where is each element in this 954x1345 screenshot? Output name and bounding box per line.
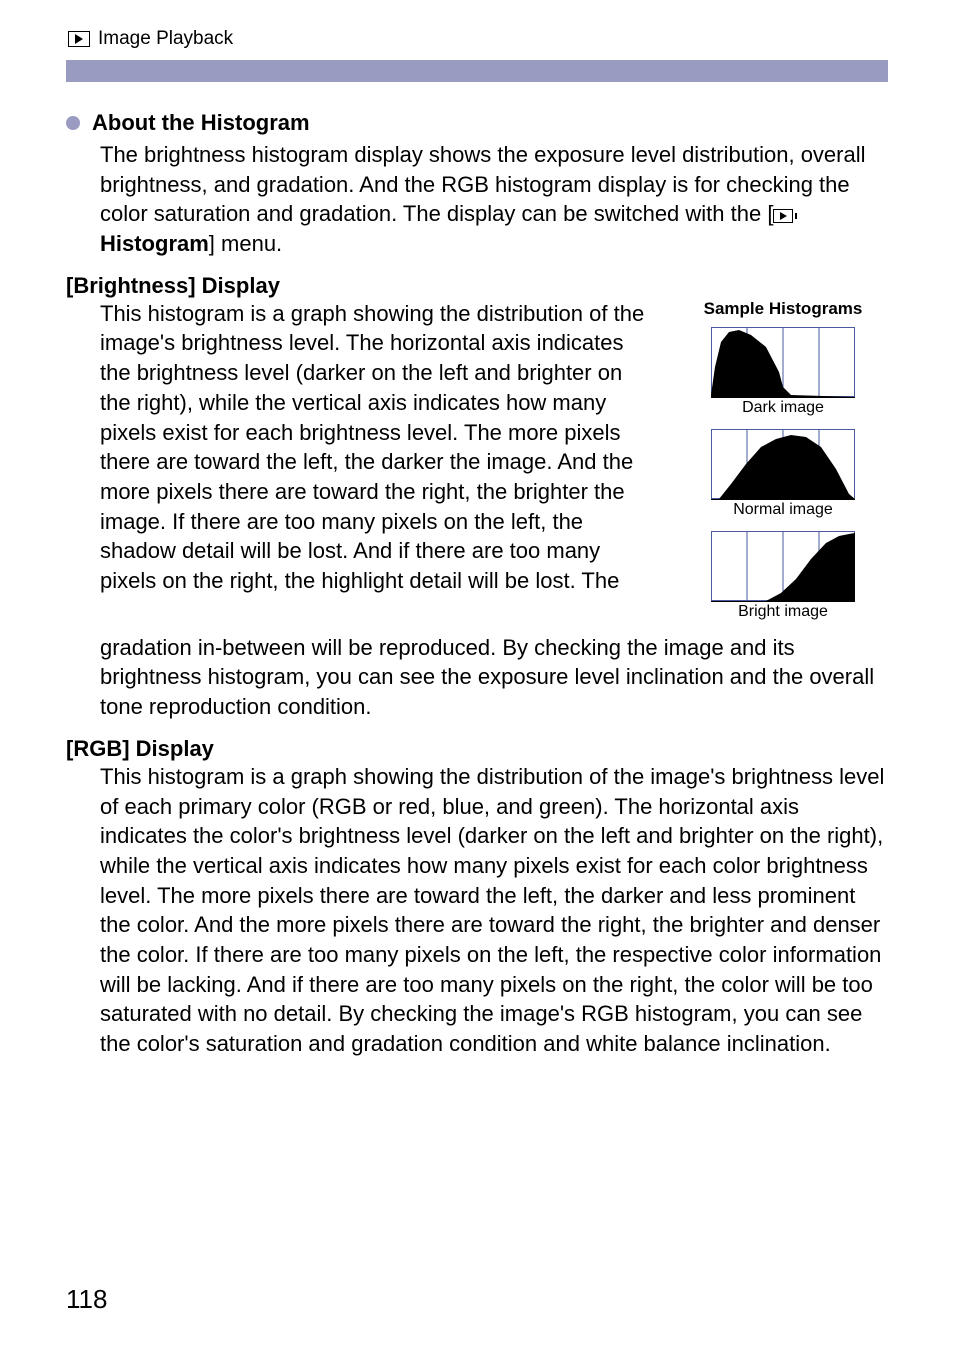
histogram-bright-caption: Bright image [711,601,855,621]
about-p1: The brightness histogram display shows t… [100,142,866,226]
histogram-dark-caption: Dark image [711,397,855,417]
bullet-icon [66,116,80,130]
about-p2: ] menu. [209,231,282,256]
brightness-para2: gradation in-between will be reproduced.… [100,633,888,722]
about-histogram-text: The brightness histogram display shows t… [100,140,888,259]
histogram-bright: Bright image [678,531,888,621]
playback-icon [68,31,90,47]
histogram-normal: Normal image [678,429,888,519]
brightness-heading: [Brightness] Display [66,273,888,299]
brightness-para1: This histogram is a graph showing the di… [100,299,654,596]
section-heading-row: About the Histogram [66,110,888,136]
playback-menu-icon [773,209,797,223]
rgb-heading: [RGB] Display [66,736,888,762]
rgb-para: This histogram is a graph showing the di… [100,762,888,1059]
menu-label: Histogram [100,231,209,256]
histogram-dark: Dark image [678,327,888,417]
histogram-bright-svg [711,531,855,601]
histogram-normal-caption: Normal image [711,499,855,519]
header-divider [66,60,888,82]
breadcrumb-text: Image Playback [98,28,233,50]
breadcrumb: Image Playback [0,0,954,50]
histogram-dark-svg [711,327,855,397]
samples-title: Sample Histograms [678,299,888,319]
page-number: 118 [66,1284,107,1315]
histogram-normal-svg [711,429,855,499]
section-title: About the Histogram [92,110,310,136]
